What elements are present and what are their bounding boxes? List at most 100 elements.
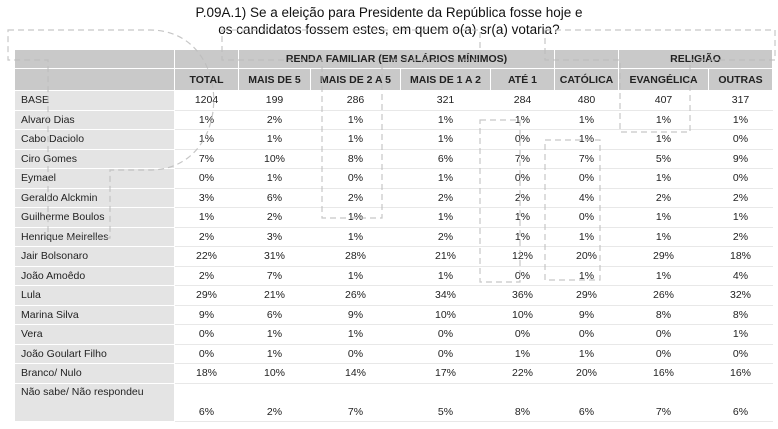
table-cell: 21% [238,285,311,306]
table-cell: 1% [490,207,555,228]
table-cell: 0% [708,343,773,364]
table-row: João Amoêdo 2% 7% 1% 1% 0% 1% 1% 4% [14,265,773,286]
table-cell: 5% [618,148,709,169]
row-label: Henrique Meirelles [14,226,175,247]
title-line-1: P.09A.1) Se a eleição para Presidente da… [195,5,583,20]
column-header: MAIS DE 1 A 2 [400,68,491,91]
row-label: BASE [14,90,175,111]
table-cell: 1% [618,226,709,247]
table-cell: 0% [490,265,555,286]
table-cell: 0% [400,324,491,345]
table-cell: 0% [310,343,401,364]
table-row: Ciro Gomes 7% 10% 8% 6% 7% 7% 5% 9% [14,148,773,169]
table-cell: 2% [708,226,773,247]
table-cell: 284 [490,90,555,111]
table-row: Guilherme Boulos 1% 2% 1% 1% 1% 0% 1% 1% [14,207,773,228]
table-cell: 26% [310,285,401,306]
table-cell: 1% [400,168,491,189]
table-cell: 4% [554,187,619,208]
table-cell: 17% [400,363,491,384]
column-header: TOTAL [174,68,239,91]
table-cell: 0% [174,168,239,189]
table-cell: 1% [400,265,491,286]
table-cell: 1% [400,207,491,228]
table-cell: 0% [490,168,555,189]
table-cell: 2% [708,187,773,208]
table-cell: 28% [310,246,401,267]
table-row: João Goulart Filho 0% 1% 0% 0% 1% 1% 0% 0% [14,343,773,364]
table-cell: 6% [238,187,311,208]
table-cell: 199 [238,90,311,111]
table-cell: 2% [238,109,311,130]
table-cell: 1% [310,226,401,247]
table-cell: 1% [490,343,555,364]
table-cell: 1% [618,168,709,189]
table-cell: 1% [238,168,311,189]
table-cell: 29% [618,246,709,267]
table-row: Geraldo Alckmin 3% 6% 2% 2% 2% 4% 2% 2% [14,187,773,208]
table-cell: 1204 [174,90,239,111]
table-cell: 10% [400,304,491,325]
table-cell: 1% [174,207,239,228]
table-cell: 1% [708,207,773,228]
table-cell: 321 [400,90,491,111]
table-body: BASE 1204 199 286 321 284 480 407 317 Alvaro Dias… [14,90,773,422]
table-row: BASE 1204 199 286 321 284 480 407 317 [14,90,773,111]
table-cell: 22% [174,246,239,267]
table-cell: 9% [310,304,401,325]
title-line-2: os candidatos fossem estes, em quem o(a)… [218,22,560,37]
row-label: Ciro Gomes [14,148,175,169]
table-cell: 6% [708,382,773,422]
table-cell: 1% [618,207,709,228]
table-cell: 36% [490,285,555,306]
table-cell: 1% [174,129,239,150]
table-cell: 29% [554,285,619,306]
table-cell: 317 [708,90,773,111]
table-cell: 1% [554,129,619,150]
table-cell: 1% [174,109,239,130]
table-cell: 8% [708,304,773,325]
table-cell: 407 [618,90,709,111]
column-header: MAIS DE 5 [238,68,311,91]
table-cell: 5% [400,382,491,422]
table-cell: 2% [400,226,491,247]
table-cell: 1% [310,324,401,345]
table-cell: 0% [708,129,773,150]
table-cell: 0% [618,343,709,364]
table-cell: 7% [174,148,239,169]
table-cell: 14% [310,363,401,384]
table-cell: 6% [174,382,239,422]
table-row: Branco/ Nulo 18% 10% 14% 17% 22% 20% 16% 16% [14,363,773,384]
table-cell: 1% [490,226,555,247]
column-header: EVANGÉLICA [618,68,709,91]
table-cell: 1% [310,265,401,286]
table-cell: 26% [618,285,709,306]
table-cell: 0% [554,168,619,189]
row-label: Lula [14,285,175,306]
table-cell: 10% [490,304,555,325]
row-label: João Amoêdo [14,265,175,286]
table-cell: 12% [490,246,555,267]
table-cell: 1% [554,109,619,130]
table-cell: 1% [238,343,311,364]
header-blank-cell [174,49,239,69]
table-cell: 9% [708,148,773,169]
table-cell: 0% [490,129,555,150]
table-row: Cabo Daciolo 1% 1% 1% 1% 0% 1% 1% 0% [14,129,773,150]
table-cell: 2% [174,226,239,247]
table-cell: 2% [618,187,709,208]
table-cell: 0% [708,168,773,189]
table-cell: 1% [310,129,401,150]
header-blank-cell [14,49,175,69]
table-cell: 34% [400,285,491,306]
row-label: Eymael [14,168,175,189]
table-cell: 6% [554,382,619,422]
table-cell: 18% [708,246,773,267]
table-cell: 0% [174,343,239,364]
table-cell: 7% [238,265,311,286]
table-row: Alvaro Dias 1% 2% 1% 1% 1% 1% 1% 1% [14,109,773,130]
table-title: P.09A.1) Se a eleição para Presidente da… [0,4,778,38]
table-cell: 1% [554,343,619,364]
table-cell: 9% [174,304,239,325]
table-cell: 2% [400,187,491,208]
